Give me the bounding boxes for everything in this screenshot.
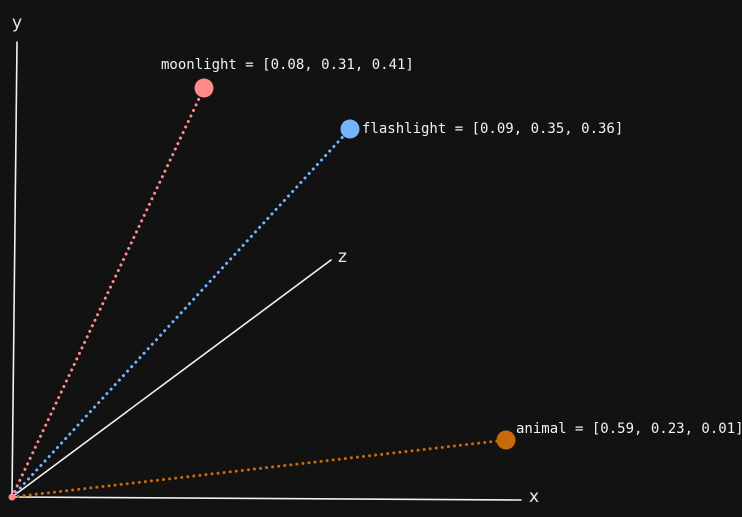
animal-dotted-line [10,438,508,499]
y-axis-label: y [12,13,22,33]
z-axis [11,259,332,498]
animal-label: animal = [0.59, 0.23, 0.01] [516,421,742,437]
flashlight-label: flashlight = [0.09, 0.35, 0.36] [362,121,623,137]
y-axis [11,41,18,498]
moonlight-label: moonlight = [0.08, 0.31, 0.41] [161,57,414,73]
animal-point [496,430,516,450]
moonlight-dotted-line [10,86,206,499]
vector-flashlight: flashlight = [0.09, 0.35, 0.36] [10,119,623,499]
origin-point [8,493,16,501]
z-axis-label: z [338,247,347,267]
vector-animal: animal = [0.59, 0.23, 0.01] [10,421,742,499]
flashlight-dotted-line [10,127,352,499]
x-axis [11,496,522,501]
flashlight-point [340,119,360,139]
moonlight-point [194,78,214,98]
x-axis-label: x [529,487,539,507]
vector-moonlight: moonlight = [0.08, 0.31, 0.41] [10,57,414,499]
